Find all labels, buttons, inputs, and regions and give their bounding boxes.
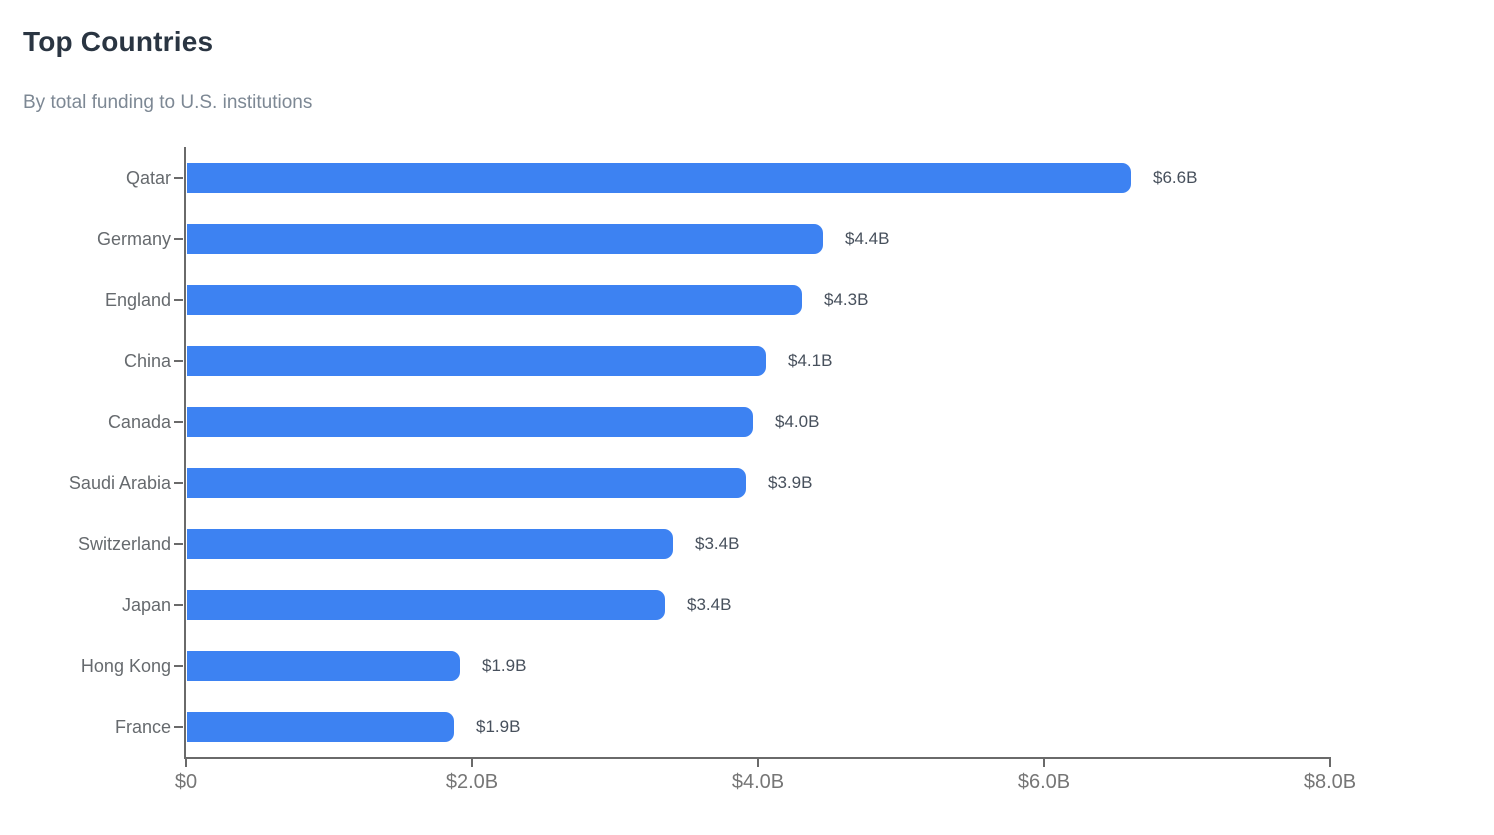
x-axis-tick-mark xyxy=(1329,759,1331,767)
y-axis-line xyxy=(184,147,186,759)
x-axis-tick-mark xyxy=(1043,759,1045,767)
chart-title: Top Countries xyxy=(23,26,214,57)
category-label: Switzerland xyxy=(77,534,171,554)
category-tick-mark xyxy=(174,604,183,606)
value-label: $1.9B xyxy=(482,656,527,675)
value-label: $4.3B xyxy=(824,290,869,309)
category-tick-mark xyxy=(174,726,183,728)
category-label: Germany xyxy=(96,229,171,249)
bar-switzerland xyxy=(187,529,673,559)
category-tick-mark xyxy=(174,543,183,545)
x-axis-tick-label: $8.0B xyxy=(1303,771,1357,793)
category-label: Hong Kong xyxy=(80,656,171,676)
category-tick-mark xyxy=(174,360,183,362)
value-label: $3.4B xyxy=(687,595,732,614)
category-tick-mark xyxy=(174,299,183,301)
x-axis-tick-label: $0 xyxy=(174,771,198,793)
x-axis-tick-mark xyxy=(757,759,759,767)
category-tick-mark xyxy=(174,177,183,179)
category-label: England xyxy=(104,290,171,310)
bar-saudi-arabia xyxy=(187,468,746,498)
value-label: $4.1B xyxy=(788,351,833,370)
category-label: France xyxy=(114,717,171,737)
x-axis-tick-mark xyxy=(471,759,473,767)
category-tick-mark xyxy=(174,482,183,484)
bar-hong-kong xyxy=(187,651,460,681)
category-label: China xyxy=(123,351,171,371)
category-label: Canada xyxy=(107,412,171,432)
bar-qatar xyxy=(187,163,1131,193)
value-label: $4.4B xyxy=(845,229,890,248)
x-axis-tick-label: $6.0B xyxy=(1017,771,1071,793)
category-label: Qatar xyxy=(125,168,171,188)
value-label: $1.9B xyxy=(476,717,521,736)
chart-subtitle: By total funding to U.S. institutions xyxy=(23,92,313,113)
bar-canada xyxy=(187,407,753,437)
category-label: Saudi Arabia xyxy=(68,473,171,493)
bar-germany xyxy=(187,224,823,254)
category-tick-mark xyxy=(174,421,183,423)
bar-japan xyxy=(187,590,665,620)
category-tick-mark xyxy=(174,238,183,240)
bar-france xyxy=(187,712,454,742)
value-label: $6.6B xyxy=(1153,168,1198,187)
x-axis-line xyxy=(184,757,1331,759)
x-axis-tick-label: $4.0B xyxy=(731,771,785,793)
bar-china xyxy=(187,346,766,376)
value-label: $4.0B xyxy=(775,412,820,431)
bar-england xyxy=(187,285,802,315)
category-tick-mark xyxy=(174,665,183,667)
value-label: $3.4B xyxy=(695,534,740,553)
x-axis-tick-mark xyxy=(185,759,187,767)
x-axis-tick-label: $2.0B xyxy=(445,771,499,793)
category-label: Japan xyxy=(121,595,171,615)
value-label: $3.9B xyxy=(768,473,813,492)
